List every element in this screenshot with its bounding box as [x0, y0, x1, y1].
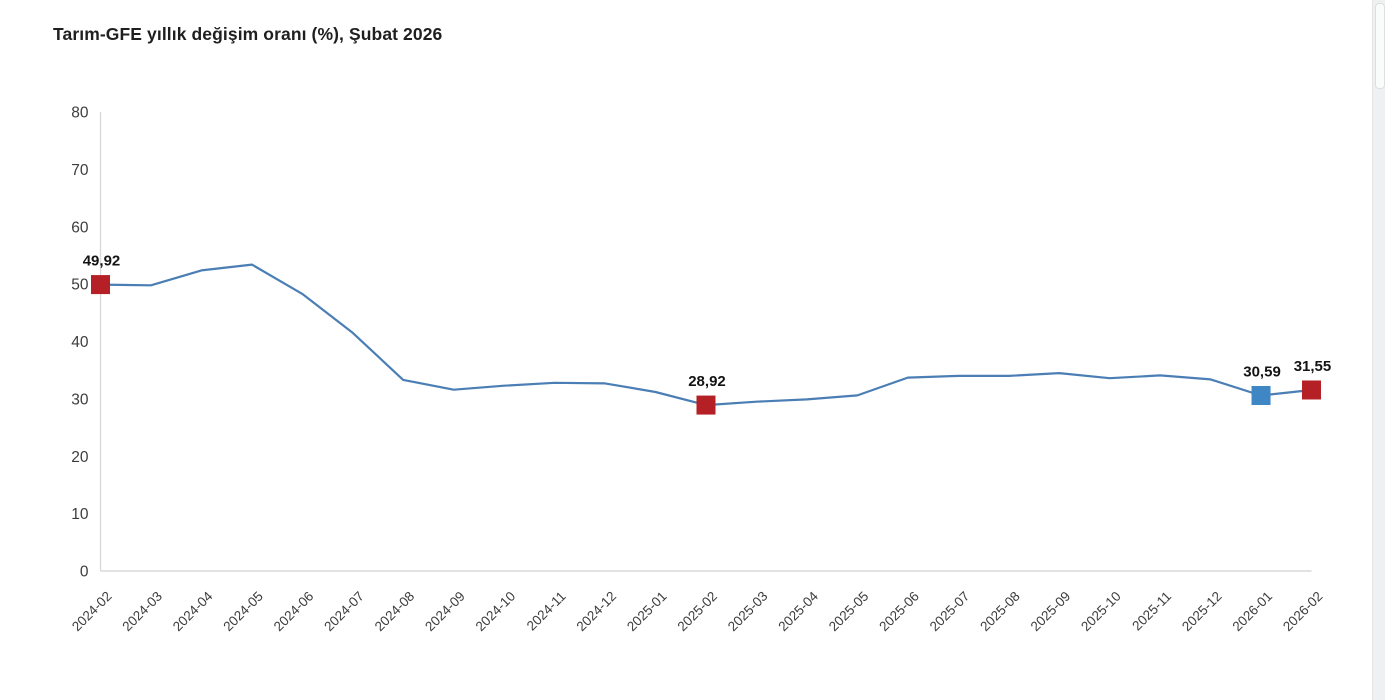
- y-axis-tick-label: 80: [71, 105, 89, 122]
- data-point-marker[interactable]: [696, 395, 716, 415]
- x-axis-tick-label: 2025-10: [1078, 589, 1124, 635]
- chart-title: Tarım-GFE yıllık değişim oranı (%), Şuba…: [53, 24, 443, 44]
- x-axis-tick-label: 2025-11: [1129, 589, 1174, 634]
- data-point-marker[interactable]: [1301, 380, 1321, 400]
- x-axis-tick-label: 2024-07: [321, 589, 367, 635]
- x-axis-tick-label: 2024-04: [170, 588, 216, 634]
- x-axis-tick-label: 2025-02: [674, 589, 720, 635]
- x-axis-tick-label: 2024-09: [422, 589, 468, 635]
- data-point-label: 31,55: [1294, 358, 1332, 375]
- x-axis-tick-label: 2025-01: [624, 589, 670, 635]
- y-axis-tick-label: 40: [71, 334, 89, 351]
- data-point-label: 30,59: [1243, 363, 1281, 380]
- x-axis-tick-label: 2025-03: [725, 589, 771, 635]
- x-axis-tick-label: 2026-02: [1280, 589, 1326, 635]
- x-axis-tick-label: 2025-06: [876, 589, 922, 635]
- data-point-label: 28,92: [688, 373, 726, 390]
- x-axis-tick-label: 2025-08: [977, 589, 1023, 635]
- x-axis-tick-label: 2024-05: [220, 589, 266, 635]
- scrollbar-thumb[interactable]: [1375, 3, 1385, 89]
- x-axis-tick-label: 2024-02: [69, 589, 115, 635]
- x-axis-tick-label: 2025-05: [826, 589, 872, 635]
- y-axis-tick-label: 20: [71, 449, 89, 466]
- x-axis-tick-label: 2025-07: [927, 589, 973, 635]
- data-point-marker[interactable]: [1251, 385, 1271, 405]
- x-axis-tick-label: 2024-12: [574, 589, 620, 635]
- x-axis-tick-label: 2025-09: [1028, 589, 1074, 635]
- y-axis-tick-label: 0: [80, 564, 89, 581]
- x-axis-tick-label: 2024-06: [271, 589, 317, 635]
- x-axis-tick-label: 2024-11: [524, 589, 569, 634]
- x-axis-tick-label: 2025-12: [1179, 589, 1225, 635]
- x-axis-tick-label: 2026-01: [1230, 589, 1276, 635]
- y-axis-tick-label: 50: [71, 277, 89, 294]
- data-point-label: 49,92: [83, 253, 121, 270]
- y-axis-tick-label: 30: [71, 391, 89, 408]
- data-point-marker[interactable]: [91, 275, 110, 295]
- x-axis-tick-label: 2024-08: [372, 589, 418, 635]
- y-axis-tick-label: 70: [71, 162, 89, 179]
- x-axis-tick-label: 2024-10: [473, 589, 519, 635]
- y-axis-tick-label: 10: [71, 506, 89, 523]
- x-axis-tick-label: 2024-03: [119, 589, 165, 635]
- scrollbar-track[interactable]: [1372, 0, 1385, 700]
- y-axis-tick-label: 60: [71, 219, 89, 236]
- x-axis-tick-label: 2025-04: [775, 588, 821, 634]
